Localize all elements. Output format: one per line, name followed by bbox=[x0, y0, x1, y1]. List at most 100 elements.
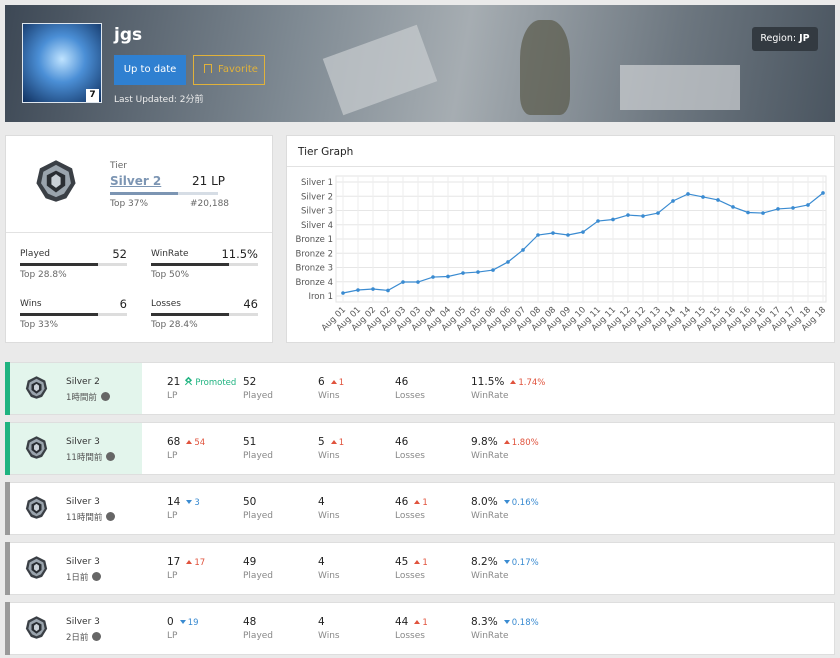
tier-point bbox=[716, 198, 720, 202]
row-wins-label: Wins bbox=[318, 391, 340, 401]
row-time-text: 1時間前 bbox=[66, 393, 97, 403]
change-text: 1 bbox=[422, 498, 428, 508]
change-icon bbox=[179, 620, 186, 624]
row-played-label: Played bbox=[243, 511, 274, 521]
help-icon[interactable] bbox=[92, 572, 102, 581]
graph-title: Tier Graph bbox=[298, 146, 354, 158]
change-text: 0.18% bbox=[511, 618, 539, 628]
tier-point bbox=[371, 287, 375, 291]
row-wins: 4 bbox=[318, 556, 325, 568]
help-icon[interactable] bbox=[106, 452, 116, 461]
update-button[interactable]: Up to date bbox=[114, 55, 186, 85]
row-emblem bbox=[24, 615, 49, 644]
history-row bbox=[5, 422, 835, 475]
row-accent bbox=[5, 422, 10, 475]
row-accent bbox=[5, 362, 10, 415]
stat-bar bbox=[151, 313, 258, 316]
row-played-value: 49 bbox=[243, 556, 257, 568]
tier-point bbox=[641, 214, 645, 218]
row-wins: 4 bbox=[318, 496, 325, 508]
summary-panel bbox=[5, 135, 273, 343]
tier-rank: Silver 2 bbox=[110, 174, 162, 188]
history-row bbox=[5, 362, 835, 415]
change: 0.16% bbox=[503, 498, 539, 508]
row-tier: Silver 3 bbox=[66, 617, 100, 627]
tier-point bbox=[731, 205, 735, 209]
change-icon bbox=[503, 500, 510, 504]
stat-label: Played bbox=[20, 249, 51, 259]
change-text: 1 bbox=[338, 378, 345, 388]
row-lp: 0 19 bbox=[167, 616, 199, 628]
change: 17 bbox=[186, 558, 205, 568]
change: Promoted bbox=[185, 378, 237, 389]
row-losses: 44 1 bbox=[395, 616, 428, 628]
change-text: 3 bbox=[194, 498, 200, 508]
row-lp-label: LP bbox=[167, 511, 178, 521]
tier-point bbox=[401, 280, 405, 284]
help-icon[interactable] bbox=[106, 512, 116, 521]
row-emblem bbox=[24, 435, 49, 464]
row-time: 11時間前 bbox=[66, 451, 116, 463]
change-icon bbox=[330, 440, 337, 444]
change-text: Promoted bbox=[195, 378, 237, 388]
change-icon bbox=[414, 500, 421, 504]
tier-point bbox=[476, 270, 480, 274]
row-winrate-label: WinRate bbox=[471, 391, 509, 401]
row-lp-value: 14 bbox=[167, 496, 181, 508]
row-lp-label: LP bbox=[167, 571, 178, 581]
row-winrate-label: WinRate bbox=[471, 511, 509, 521]
row-time-text: 11時間前 bbox=[66, 453, 103, 463]
row-winrate-value: 8.2% bbox=[471, 556, 498, 568]
change-icon bbox=[503, 440, 510, 444]
row-time: 1日前 bbox=[66, 571, 102, 583]
row-played: 50 bbox=[243, 496, 256, 508]
stat-value: 52 bbox=[112, 247, 127, 261]
change-icon bbox=[510, 380, 517, 384]
change-text: 0.17% bbox=[511, 558, 539, 568]
tier-point bbox=[356, 288, 360, 292]
tier-point bbox=[671, 199, 675, 203]
change-text: 17 bbox=[194, 558, 206, 568]
help-icon[interactable] bbox=[100, 392, 110, 401]
row-wins-value: 6 bbox=[318, 376, 325, 388]
tier-point bbox=[431, 275, 435, 279]
change-text: 1 bbox=[338, 438, 345, 448]
row-played-label: Played bbox=[243, 391, 274, 401]
tier-point bbox=[776, 207, 780, 211]
change: 1 bbox=[330, 378, 345, 388]
help-icon[interactable] bbox=[92, 632, 102, 641]
row-winrate-value: 8.3% bbox=[471, 616, 498, 628]
avatar-level: 7 bbox=[86, 89, 99, 102]
row-winrate: 8.0% 0.16% bbox=[471, 496, 539, 508]
change-text: 1 bbox=[422, 558, 428, 568]
row-lp-label: LP bbox=[167, 631, 178, 641]
y-tick-label: Silver 3 bbox=[301, 207, 333, 217]
row-played-value: 50 bbox=[243, 496, 257, 508]
tier-point bbox=[611, 217, 615, 222]
history-row bbox=[5, 602, 835, 655]
y-tick-label: Bronze 1 bbox=[295, 235, 333, 245]
row-emblem bbox=[24, 495, 49, 524]
change: 19 bbox=[179, 618, 199, 628]
row-lp-label: LP bbox=[167, 451, 178, 461]
row-winrate-value: 8.0% bbox=[471, 496, 498, 508]
row-lp: 68 54 bbox=[167, 436, 205, 448]
tier-chart: Iron 1 Bronze 4 Bronze 3 Bronze 2 Bronze 1 Si… bbox=[295, 175, 828, 333]
favorite-button[interactable]: Favorite bbox=[193, 55, 265, 85]
row-losses-value: 46 bbox=[395, 436, 409, 448]
stat-top: Top 28.8% bbox=[20, 270, 67, 280]
tier-point bbox=[461, 271, 465, 275]
change-text: 54 bbox=[194, 438, 206, 448]
change-text: 1.74% bbox=[518, 378, 546, 388]
row-wins-value: 4 bbox=[318, 616, 325, 628]
region-value: JP bbox=[799, 33, 810, 44]
stat-bar-fill bbox=[20, 313, 98, 316]
tier-point bbox=[746, 210, 750, 215]
row-played: 52 bbox=[243, 376, 256, 388]
row-played: 51 bbox=[243, 436, 256, 448]
change: 0.17% bbox=[503, 558, 539, 568]
stat-top: Top 28.4% bbox=[151, 320, 198, 330]
row-accent bbox=[5, 542, 10, 595]
